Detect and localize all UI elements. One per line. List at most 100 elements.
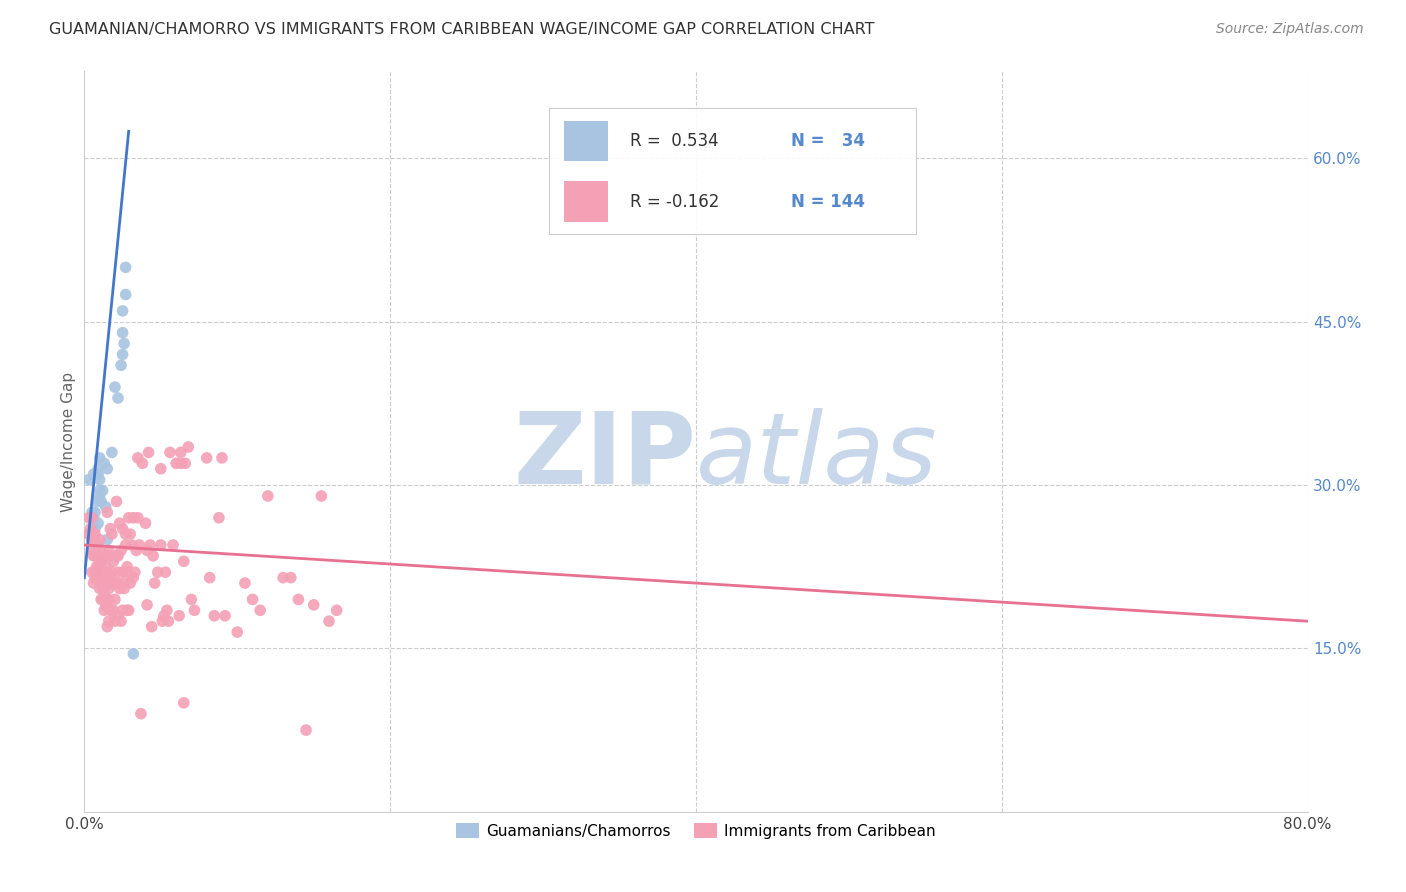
Point — [165, 456, 187, 470]
Point — [108, 516, 131, 531]
Point — [87, 571, 110, 585]
Point — [214, 608, 236, 623]
Point — [104, 592, 127, 607]
Point — [111, 603, 134, 617]
Point — [146, 565, 169, 579]
Point — [97, 614, 120, 628]
Point — [127, 510, 149, 524]
Point — [93, 565, 115, 579]
Point — [110, 359, 132, 373]
Point — [89, 450, 111, 465]
Point — [173, 696, 195, 710]
Point — [114, 538, 136, 552]
Point — [127, 450, 149, 465]
Point — [93, 571, 115, 585]
Point — [98, 603, 121, 617]
Point — [105, 549, 128, 563]
Point — [155, 565, 177, 579]
Point — [122, 571, 145, 585]
Point — [87, 462, 110, 476]
Point — [83, 467, 105, 482]
Point — [83, 533, 105, 547]
Point — [112, 576, 135, 591]
Point — [90, 571, 112, 585]
Point — [195, 450, 218, 465]
Point — [104, 380, 127, 394]
Point — [91, 483, 114, 498]
Point — [90, 554, 112, 568]
Point — [83, 576, 105, 591]
Point — [170, 456, 193, 470]
Point — [94, 571, 117, 585]
Point — [129, 706, 152, 721]
Point — [136, 543, 159, 558]
Point — [157, 614, 180, 628]
Point — [318, 614, 340, 628]
Point — [84, 565, 107, 579]
Point — [80, 533, 103, 547]
Point — [86, 565, 108, 579]
Point — [97, 592, 120, 607]
Point — [91, 592, 114, 607]
Point — [96, 505, 118, 519]
Legend: Guamanians/Chamorros, Immigrants from Caribbean: Guamanians/Chamorros, Immigrants from Ca… — [450, 816, 942, 845]
Point — [96, 619, 118, 633]
Point — [96, 565, 118, 579]
Point — [87, 516, 110, 531]
Point — [114, 260, 136, 275]
Point — [101, 565, 124, 579]
Point — [107, 549, 129, 563]
Point — [89, 533, 111, 547]
Text: GUAMANIAN/CHAMORRO VS IMMIGRANTS FROM CARIBBEAN WAGE/INCOME GAP CORRELATION CHAR: GUAMANIAN/CHAMORRO VS IMMIGRANTS FROM CA… — [49, 22, 875, 37]
Point — [77, 527, 100, 541]
Point — [114, 527, 136, 541]
Point — [115, 565, 138, 579]
Point — [90, 565, 112, 579]
Point — [121, 538, 143, 552]
Point — [97, 582, 120, 596]
Point — [174, 456, 197, 470]
Point — [79, 522, 101, 536]
Point — [111, 347, 134, 361]
Point — [87, 467, 110, 482]
Point — [90, 592, 112, 607]
Point — [87, 559, 110, 574]
Point — [311, 489, 333, 503]
Point — [87, 538, 110, 552]
Point — [93, 582, 115, 596]
Point — [295, 723, 318, 737]
Point — [122, 647, 145, 661]
Point — [107, 576, 129, 591]
Point — [208, 510, 231, 524]
Point — [198, 571, 221, 585]
Point — [93, 603, 115, 617]
Text: Source: ZipAtlas.com: Source: ZipAtlas.com — [1216, 22, 1364, 37]
Point — [162, 538, 184, 552]
Point — [125, 543, 148, 558]
Point — [86, 538, 108, 552]
Point — [170, 445, 193, 459]
Point — [136, 598, 159, 612]
Point — [107, 391, 129, 405]
Point — [108, 582, 131, 596]
Text: ZIP: ZIP — [513, 408, 696, 505]
Point — [77, 527, 100, 541]
Point — [89, 473, 111, 487]
Point — [96, 462, 118, 476]
Point — [107, 565, 129, 579]
Point — [103, 603, 125, 617]
Point — [159, 445, 181, 459]
Point — [110, 614, 132, 628]
Point — [94, 559, 117, 574]
Point — [242, 592, 264, 607]
Point — [211, 450, 233, 465]
Point — [111, 304, 134, 318]
Point — [156, 603, 179, 617]
Point — [138, 445, 160, 459]
Point — [84, 571, 107, 585]
Point — [302, 598, 325, 612]
Point — [183, 603, 205, 617]
Point — [150, 614, 173, 628]
Point — [89, 483, 111, 498]
Point — [84, 527, 107, 541]
